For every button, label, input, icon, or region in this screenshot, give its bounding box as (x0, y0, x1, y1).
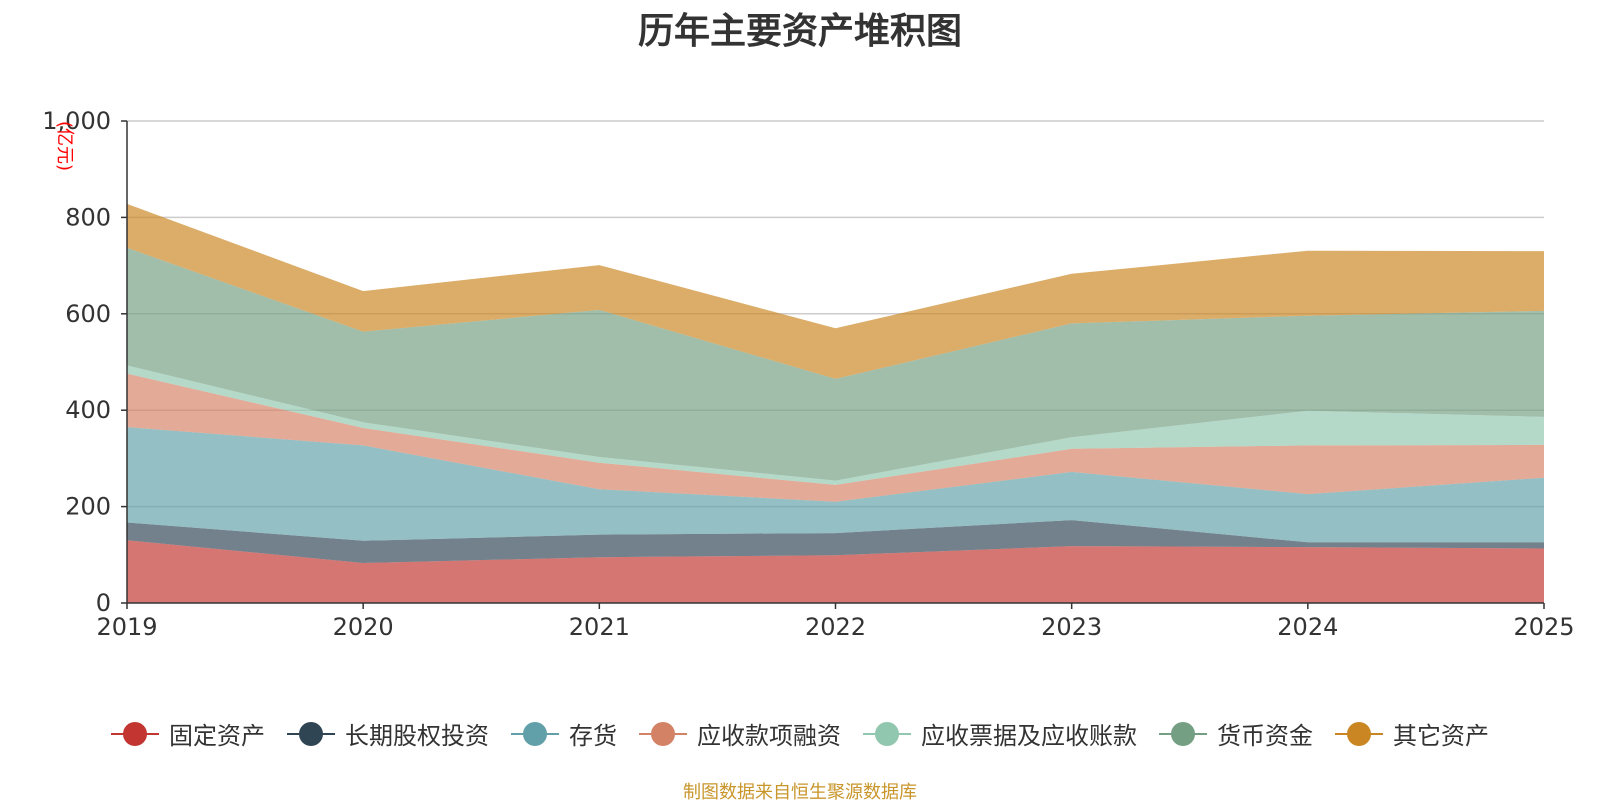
legend-item[interactable]: 货币资金 (1159, 716, 1313, 751)
area-layer (127, 203, 1544, 603)
legend-label: 长期股权投资 (345, 722, 489, 750)
legend-marker-icon (863, 721, 911, 747)
legend-item[interactable]: 应收款项融资 (639, 716, 841, 751)
y-tick-label: 600 (65, 300, 111, 328)
area-固定资产[interactable] (127, 540, 1544, 603)
legend-label: 固定资产 (169, 722, 265, 750)
source-note: 制图数据来自恒生聚源数据库 (683, 782, 917, 803)
x-tick-label: 2024 (1277, 613, 1338, 641)
y-tick-label: 1,000 (42, 107, 111, 135)
y-tick-label: 400 (65, 396, 111, 424)
x-tick-label: 2025 (1513, 613, 1574, 641)
legend-item[interactable]: 其它资产 (1335, 716, 1489, 751)
y-tick-label: 0 (96, 589, 111, 617)
y-unit-label: (亿元) (54, 121, 75, 171)
legend-item[interactable]: 固定资产 (111, 716, 265, 751)
area-货币资金[interactable] (127, 247, 1544, 481)
legend-label: 应收款项融资 (697, 722, 841, 750)
x-tick-label: 2023 (1041, 613, 1102, 641)
legend-label: 货币资金 (1217, 722, 1313, 750)
y-tick-label: 800 (65, 203, 111, 231)
legend-item[interactable]: 存货 (511, 716, 617, 751)
area-应收票据及应收账款[interactable] (127, 365, 1544, 485)
legend-item[interactable]: 长期股权投资 (287, 716, 489, 751)
area-应收款项融资[interactable] (127, 373, 1544, 502)
legend-marker-icon (287, 721, 335, 747)
legend-marker-icon (1159, 721, 1207, 747)
y-tick-label: 200 (65, 493, 111, 521)
area-存货[interactable] (127, 427, 1544, 543)
chart-title: 历年主要资产堆积图 (637, 11, 962, 52)
legend-marker-icon (1335, 721, 1383, 747)
area-长期股权投资[interactable] (127, 520, 1544, 563)
legend-item[interactable]: 应收票据及应收账款 (863, 716, 1137, 751)
area-其它资产[interactable] (127, 203, 1544, 379)
x-tick-label: 2022 (805, 613, 866, 641)
legend-marker-icon (511, 721, 559, 747)
legend-label: 其它资产 (1393, 722, 1489, 750)
legend: 固定资产 长期股权投资 存货 应收款项融资 应收票据及应收账款 货币资金 其它资产 (0, 716, 1600, 751)
x-tick-label: 2020 (333, 613, 394, 641)
legend-label: 存货 (569, 722, 617, 750)
legend-marker-icon (639, 721, 687, 747)
legend-label: 应收票据及应收账款 (921, 722, 1137, 750)
legend-marker-icon (111, 721, 159, 747)
x-tick-label: 2021 (569, 613, 630, 641)
x-tick-label: 2019 (96, 613, 157, 641)
axis-layer: 0 200 400 600 800 1,000 2019 2020 2021 2022 2023 20… (42, 107, 1574, 641)
